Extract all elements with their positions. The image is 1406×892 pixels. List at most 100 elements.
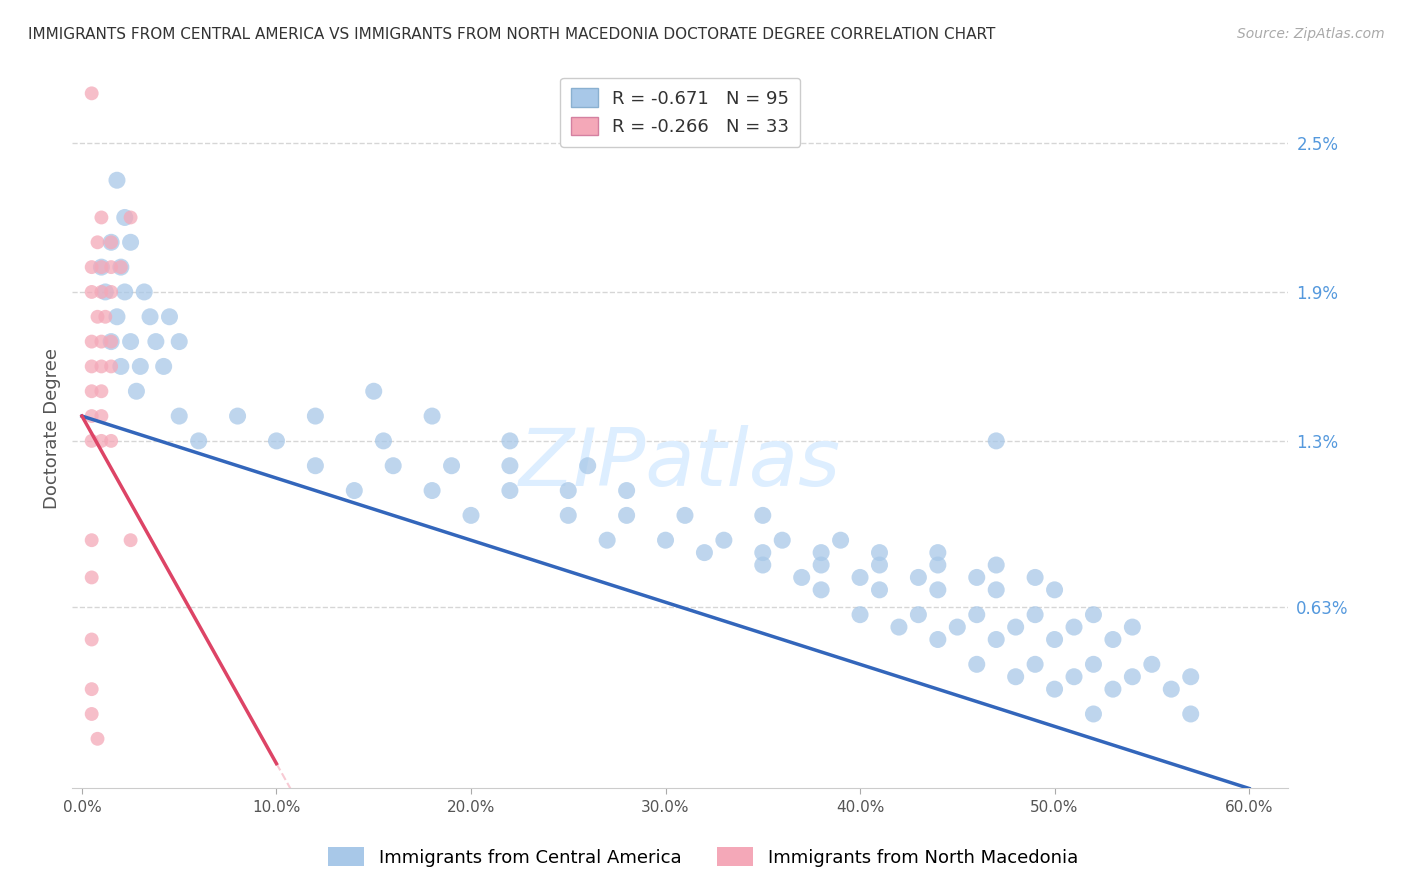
Point <box>152 359 174 374</box>
Point <box>1083 607 1105 622</box>
Point <box>90 434 112 448</box>
Point <box>100 235 122 250</box>
Point <box>86 731 108 746</box>
Point <box>120 533 142 548</box>
Point <box>869 582 891 597</box>
Point <box>120 235 142 250</box>
Point <box>499 458 522 473</box>
Point <box>1043 582 1066 597</box>
Point <box>887 620 910 634</box>
Point <box>120 334 142 349</box>
Point <box>90 211 112 225</box>
Point <box>90 260 112 274</box>
Point <box>105 310 128 324</box>
Point <box>713 533 735 548</box>
Point <box>90 384 112 399</box>
Point <box>80 409 103 423</box>
Point <box>927 632 949 647</box>
Point <box>100 334 122 349</box>
Point <box>105 173 128 187</box>
Point <box>673 508 696 523</box>
Point <box>120 211 142 225</box>
Point <box>752 558 775 572</box>
Point <box>907 570 929 584</box>
Point <box>986 582 1008 597</box>
Point <box>80 384 103 399</box>
Point <box>110 260 132 274</box>
Point <box>1121 620 1143 634</box>
Point <box>167 409 190 423</box>
Point <box>869 558 891 572</box>
Point <box>90 334 112 349</box>
Point <box>986 434 1008 448</box>
Point <box>100 235 122 250</box>
Point <box>363 384 385 399</box>
Point <box>167 334 190 349</box>
Point <box>1121 670 1143 684</box>
Point <box>810 546 832 560</box>
Y-axis label: Doctorate Degree: Doctorate Degree <box>44 348 60 509</box>
Point <box>343 483 366 498</box>
Point <box>100 285 122 299</box>
Point <box>90 359 112 374</box>
Point <box>94 285 117 299</box>
Point <box>499 483 522 498</box>
Point <box>752 508 775 523</box>
Legend: Immigrants from Central America, Immigrants from North Macedonia: Immigrants from Central America, Immigra… <box>321 840 1085 874</box>
Text: IMMIGRANTS FROM CENTRAL AMERICA VS IMMIGRANTS FROM NORTH MACEDONIA DOCTORATE DEG: IMMIGRANTS FROM CENTRAL AMERICA VS IMMIG… <box>28 27 995 42</box>
Point <box>80 260 103 274</box>
Point <box>946 620 969 634</box>
Point <box>80 706 103 721</box>
Point <box>420 409 443 423</box>
Point <box>94 310 117 324</box>
Point <box>966 657 988 672</box>
Point <box>266 434 288 448</box>
Point <box>134 285 156 299</box>
Point <box>1063 670 1085 684</box>
Point <box>810 582 832 597</box>
Point <box>90 285 112 299</box>
Point <box>966 570 988 584</box>
Point <box>1024 607 1046 622</box>
Point <box>616 508 638 523</box>
Point <box>927 558 949 572</box>
Point <box>790 570 813 584</box>
Point <box>927 582 949 597</box>
Point <box>986 632 1008 647</box>
Point <box>1024 657 1046 672</box>
Point <box>1004 620 1026 634</box>
Point <box>986 558 1008 572</box>
Point <box>966 607 988 622</box>
Point <box>907 607 929 622</box>
Point <box>139 310 162 324</box>
Point <box>80 434 103 448</box>
Point <box>616 483 638 498</box>
Point <box>1140 657 1163 672</box>
Point <box>1102 632 1125 647</box>
Point <box>1180 706 1202 721</box>
Point <box>1180 670 1202 684</box>
Point <box>1160 682 1182 697</box>
Point <box>1063 620 1085 634</box>
Point <box>125 384 148 399</box>
Point <box>752 546 775 560</box>
Point <box>770 533 793 548</box>
Point <box>1024 570 1046 584</box>
Point <box>114 211 136 225</box>
Point <box>86 235 108 250</box>
Point <box>90 260 112 274</box>
Point <box>114 285 136 299</box>
Point <box>86 310 108 324</box>
Point <box>129 359 152 374</box>
Point <box>100 434 122 448</box>
Point <box>187 434 209 448</box>
Point <box>849 570 872 584</box>
Point <box>100 359 122 374</box>
Point <box>440 458 463 473</box>
Point <box>1043 682 1066 697</box>
Point <box>557 483 579 498</box>
Point <box>382 458 405 473</box>
Point <box>145 334 167 349</box>
Point <box>80 682 103 697</box>
Point <box>654 533 676 548</box>
